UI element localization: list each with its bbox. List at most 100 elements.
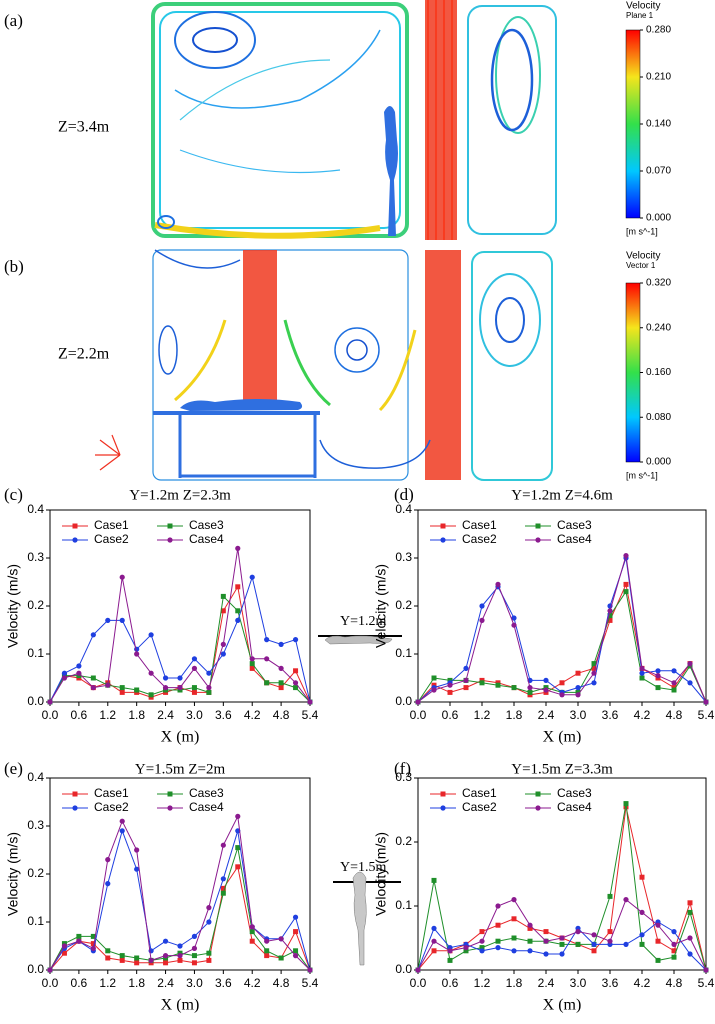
marker (591, 665, 597, 671)
marker (134, 646, 140, 652)
legend-marker (72, 537, 78, 543)
legend-marker (167, 805, 173, 811)
chart: (e) Y=1.5m Z=2m 0.0 0.6 1.2 1.8 2.4 3.0 3.6 4.2 4.… (4, 759, 319, 1014)
chart: (c) Y=1.2m Z=2.3m 0.0 0.6 1.2 1.8 2.4 3.0 3.6 4.2… (4, 485, 319, 746)
x-tick-label: 1.2 (474, 708, 491, 722)
y-tick-label: 0.1 (27, 646, 44, 660)
marker (511, 948, 517, 954)
marker (148, 632, 154, 638)
marker (177, 685, 183, 691)
marker (206, 685, 212, 691)
inset-label: Y=1.5m (340, 860, 387, 875)
x-tick-label: 1.8 (506, 708, 523, 722)
marker (687, 935, 693, 941)
marker (559, 680, 565, 686)
marker (278, 955, 284, 961)
marker (463, 685, 469, 691)
x-tick-label: 0.6 (442, 976, 459, 990)
x-tick-label: 3.6 (215, 708, 232, 722)
x-tick-label: 5.4 (698, 976, 715, 990)
marker (90, 933, 96, 939)
marker (134, 687, 140, 693)
marker (527, 685, 533, 691)
legend-label: Case3 (557, 518, 592, 532)
colorbar-tick-label: 0.000 (646, 213, 671, 224)
marker (495, 682, 501, 688)
chart: (d) Y=1.2m Z=4.6m 0.0 0.6 1.2 1.8 2.4 3.0 3.6 4.2… (373, 485, 715, 746)
inset-label: Y=1.2m (340, 614, 387, 629)
marker (495, 581, 501, 588)
inset-standing (333, 871, 401, 966)
legend-marker (440, 805, 446, 811)
marker (623, 553, 629, 559)
marker (293, 948, 299, 954)
x-tick-label: 3.0 (570, 708, 587, 722)
marker (177, 953, 183, 959)
plane-label: Z=2.2m (58, 346, 110, 363)
marker (162, 953, 169, 959)
legend-marker (440, 537, 446, 543)
marker (278, 936, 284, 942)
marker (191, 685, 197, 691)
marker (527, 689, 533, 695)
colorbar-unit: [m s^-1] (626, 470, 658, 480)
marker (671, 668, 677, 674)
x-tick-label: 5.4 (698, 708, 715, 722)
legend-marker (72, 791, 78, 797)
x-tick-label: 4.2 (634, 708, 651, 722)
y-tick-label: 0.0 (395, 694, 412, 708)
marker (292, 914, 299, 920)
marker (47, 699, 53, 705)
marker (47, 967, 53, 973)
x-tick-label: 1.8 (506, 976, 523, 990)
marker (447, 957, 453, 963)
marker (431, 675, 437, 681)
marker (543, 929, 549, 935)
x-tick-label: 3.6 (602, 976, 619, 990)
x-tick-label: 1.2 (99, 976, 116, 990)
marker (119, 689, 125, 695)
x-tick-label: 2.4 (538, 976, 555, 990)
chart: (f) Y=1.5m Z=3.3m 0.0 0.6 1.2 1.8 2.4 3.0 3.6 4.2… (373, 759, 715, 1014)
marker (191, 689, 197, 695)
marker (278, 665, 284, 672)
marker (687, 680, 693, 686)
x-tick-label: 3.6 (215, 976, 232, 990)
marker (105, 881, 111, 887)
panel-label: (b) (4, 257, 24, 276)
marker (163, 960, 169, 966)
x-axis-label: X (m) (543, 729, 582, 746)
marker (479, 680, 485, 686)
marker (591, 680, 597, 686)
marker (639, 675, 645, 681)
marker (511, 935, 517, 941)
marker (134, 847, 140, 853)
plot-frame (417, 777, 707, 971)
colorbar (625, 282, 641, 463)
marker (220, 890, 226, 896)
legend-label: Case4 (557, 800, 592, 814)
marker (479, 945, 485, 951)
legend-marker (535, 805, 541, 811)
marker (463, 948, 469, 954)
marker (511, 615, 517, 621)
marker (206, 905, 212, 911)
marker (479, 603, 485, 609)
x-tick-label: 5.4 (302, 976, 319, 990)
marker (61, 675, 68, 681)
marker (134, 866, 140, 872)
y-tick-label: 0.0 (27, 694, 44, 708)
y-tick-label: 0.1 (395, 898, 412, 912)
marker (559, 951, 565, 957)
legend-label: Case3 (189, 518, 224, 532)
marker (575, 670, 581, 676)
marker (162, 685, 169, 691)
plot-frame (49, 777, 311, 971)
x-tick-label: 0.6 (442, 708, 459, 722)
marker (655, 957, 661, 963)
panel-label: (e) (4, 759, 23, 778)
marker (511, 622, 517, 628)
marker (220, 842, 226, 848)
marker (479, 617, 485, 624)
legend-label: Case1 (462, 518, 497, 532)
